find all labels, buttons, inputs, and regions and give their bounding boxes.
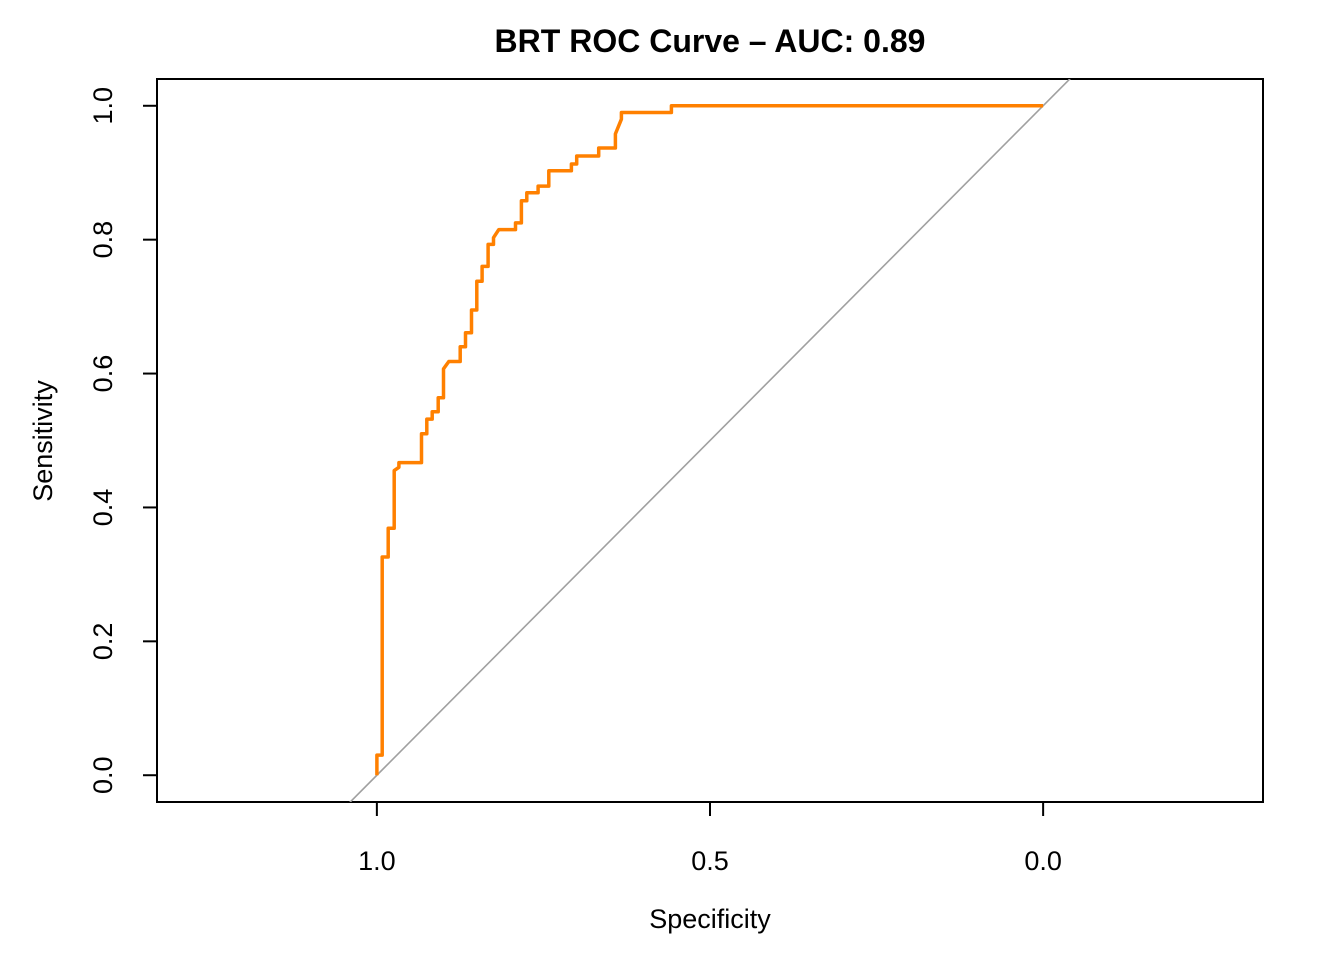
y-tick-label: 0.0 — [88, 756, 118, 794]
x-tick-label: 0.0 — [1024, 846, 1062, 876]
roc-curve-line — [375, 104, 1044, 776]
y-axis-label: Sensitivity — [28, 380, 58, 502]
y-tick-label: 1.0 — [88, 87, 118, 125]
y-tick-label: 0.6 — [88, 355, 118, 393]
y-tick-label: 0.2 — [88, 623, 118, 661]
x-tick-label: 1.0 — [358, 846, 396, 876]
reference-diagonal-line — [349, 79, 1071, 802]
y-tick-label: 0.4 — [88, 489, 118, 527]
y-tick-label: 0.8 — [88, 221, 118, 259]
y-axis: 0.0 0.2 0.4 0.6 0.8 1.0 — [88, 87, 158, 794]
x-tick-label: 0.5 — [691, 846, 729, 876]
x-axis: 1.0 0.5 0.0 — [358, 801, 1062, 876]
x-axis-label: Specificity — [649, 904, 771, 934]
chart-title: BRT ROC Curve – AUC: 0.89 — [495, 23, 926, 59]
